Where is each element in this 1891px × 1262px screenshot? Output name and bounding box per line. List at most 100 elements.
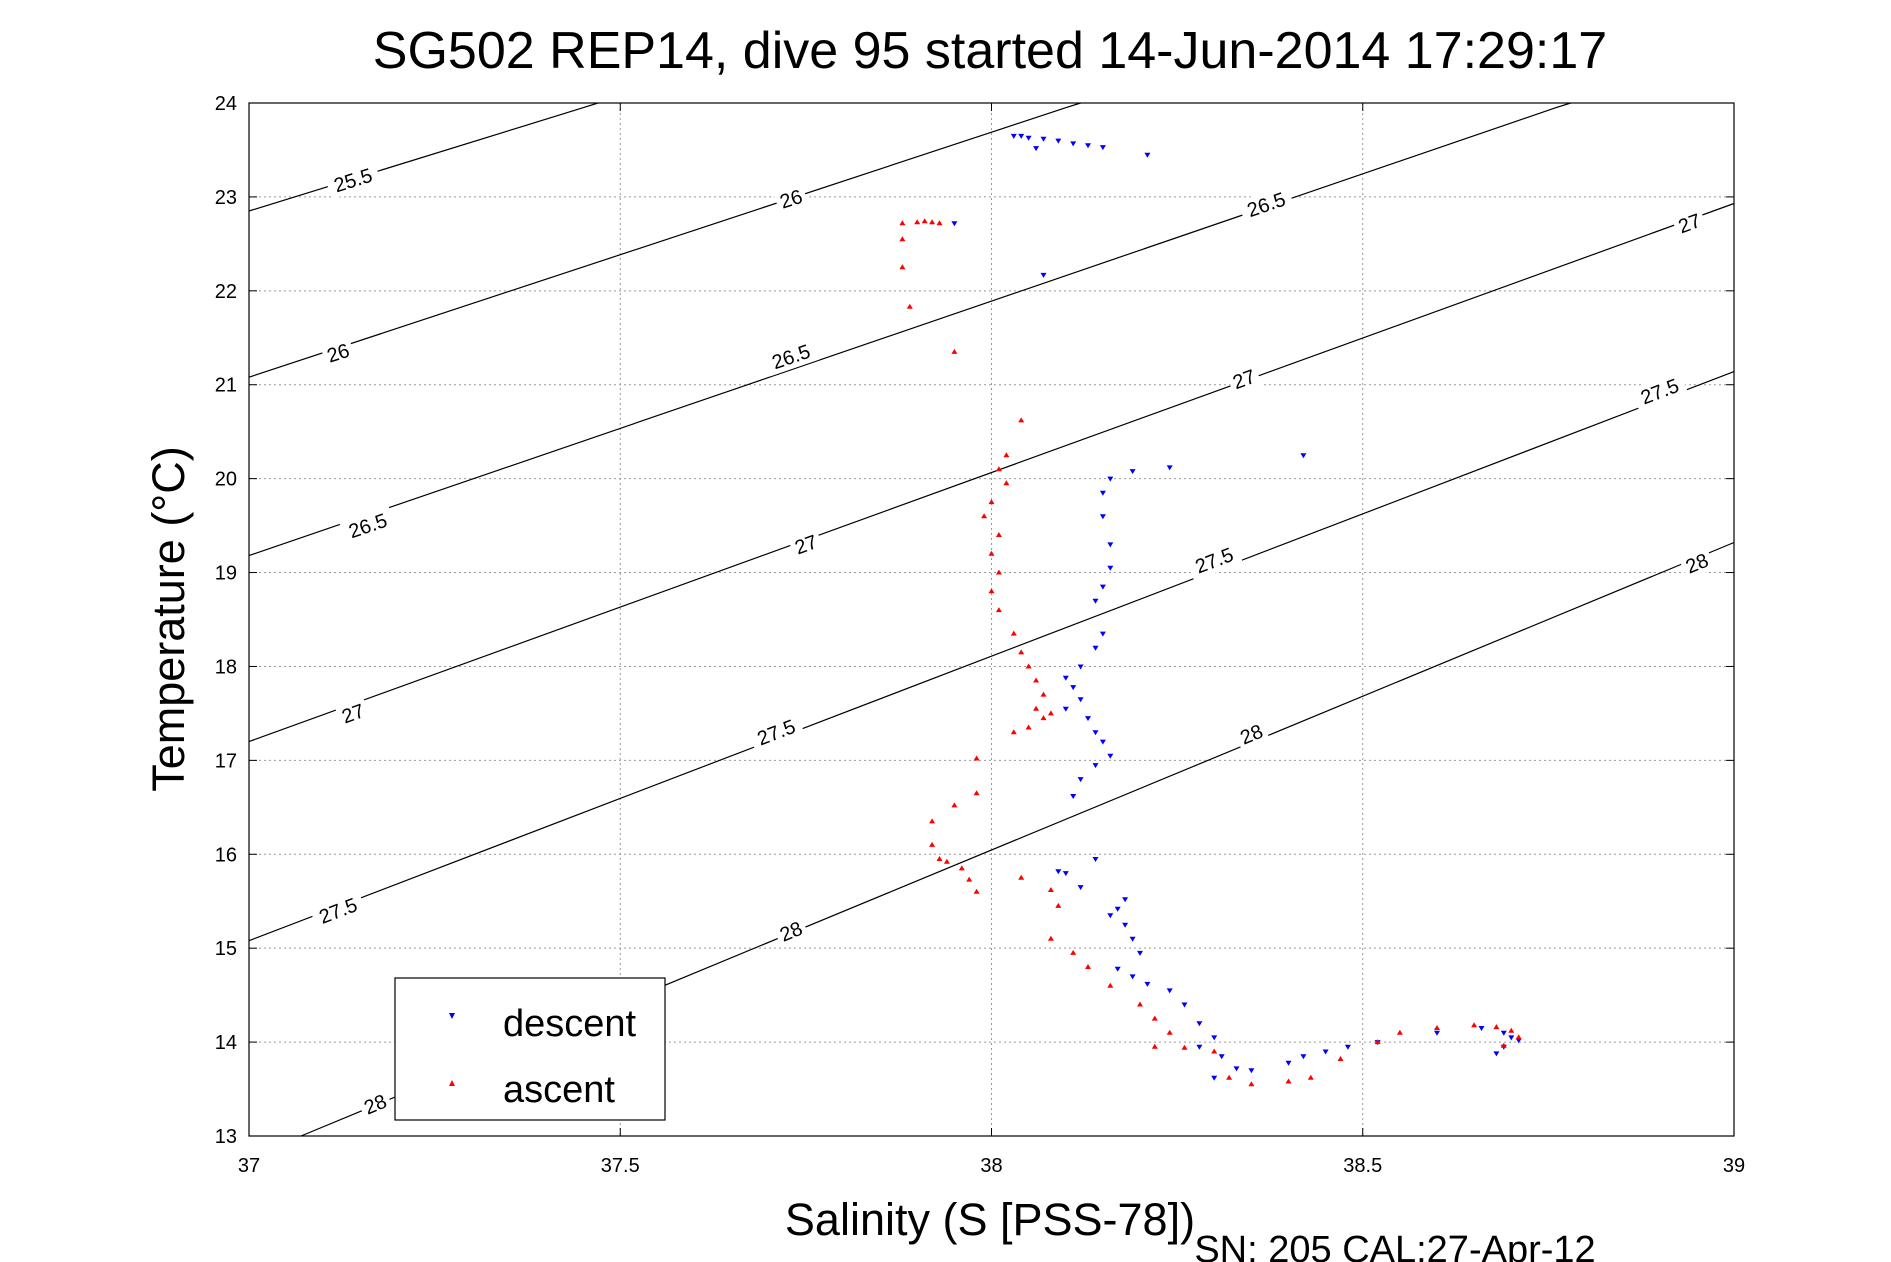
descent-point	[1077, 664, 1084, 670]
contour-label-bg	[320, 336, 357, 369]
ascent-point	[995, 569, 1002, 575]
ascent-point	[1500, 1042, 1507, 1048]
descent-point	[1500, 1030, 1507, 1036]
contour-label-group: 27.5	[1631, 370, 1689, 412]
contour-label: 27.5	[316, 894, 360, 928]
contour-label-bg	[772, 182, 810, 215]
descent-point	[1085, 716, 1091, 722]
ascent-point	[1047, 710, 1054, 716]
y-tick-label: 24	[215, 93, 237, 115]
ascent-point	[1307, 1074, 1314, 1080]
contour-label-bg	[747, 711, 805, 753]
descent-point	[1077, 885, 1084, 891]
ascent-point	[1033, 677, 1040, 683]
ascent-point	[1181, 1044, 1188, 1050]
descent-point	[1218, 1054, 1225, 1060]
ascent-point	[988, 588, 995, 594]
contour-label-bg	[1237, 184, 1295, 225]
ascent-point	[936, 220, 943, 226]
descent-point	[1196, 1044, 1203, 1050]
ascent-point	[966, 876, 973, 882]
ascent-point	[1070, 949, 1077, 955]
ascent-point	[929, 219, 936, 225]
descent-point	[1010, 133, 1017, 139]
descent-point	[1092, 645, 1099, 651]
y-axis-label: Temperature (°C)	[143, 446, 194, 792]
contour-label-group: 28	[356, 1087, 394, 1121]
descent-point	[1129, 936, 1136, 942]
ascent-point	[1515, 1034, 1522, 1040]
contour-label-group: 27	[1671, 206, 1708, 240]
ascent-point	[1018, 649, 1025, 655]
contour-label-bg	[787, 528, 825, 561]
descent-point	[1092, 857, 1099, 862]
contour-label-bg	[1225, 362, 1263, 396]
contour-label-bg	[309, 890, 367, 932]
descent-point	[1018, 133, 1025, 139]
descent-point	[1077, 697, 1084, 703]
x-axis-label: Salinity (S [PSS-78])	[785, 1194, 1195, 1245]
ascent-point	[988, 550, 995, 556]
descent-point	[1300, 1054, 1307, 1060]
contour-line	[248, 102, 1571, 557]
data-points	[899, 133, 1522, 1087]
contour-label-bg	[356, 1087, 394, 1121]
descent-point	[1248, 1068, 1255, 1074]
ascent-point	[1166, 1029, 1173, 1035]
descent-point	[1107, 753, 1114, 759]
descent-point	[1099, 514, 1106, 520]
contour-label-bg	[1232, 717, 1270, 751]
contour-label: 26.5	[346, 510, 390, 543]
ascent-point	[1151, 1043, 1158, 1049]
ascent-point	[899, 264, 906, 270]
descent-point	[1434, 1030, 1440, 1036]
descent-point	[951, 221, 958, 227]
descent-point	[1077, 777, 1084, 783]
contour-label-group: 28	[772, 914, 810, 949]
ascent-point	[1107, 982, 1114, 988]
contour-label-group: 27	[1225, 362, 1263, 396]
descent-point	[1122, 922, 1129, 928]
ascent-point	[973, 790, 980, 796]
y-tick-label: 14	[215, 1032, 237, 1054]
ascent-point	[929, 818, 936, 824]
ascent-point	[951, 802, 958, 808]
descent-point	[1062, 706, 1069, 712]
x-tick-label: 38	[980, 1155, 1002, 1177]
legend-box	[394, 977, 666, 1121]
descent-point	[1137, 950, 1143, 956]
descent-point	[1122, 897, 1129, 903]
ascent-point	[1396, 1029, 1403, 1035]
contour-label: 27.5	[1192, 544, 1236, 578]
contour-label-group: 27.5	[747, 711, 805, 753]
descent-point	[1144, 981, 1151, 987]
descent-point	[1055, 869, 1062, 875]
contour-label-group: 28	[1678, 546, 1716, 581]
ascent-point	[1285, 1078, 1292, 1084]
contour-label-group: 27	[334, 697, 372, 730]
contour-label-group: 25.5	[324, 160, 382, 200]
y-tick-label: 20	[215, 469, 237, 491]
footer-serial-cal: SN: 205 CAL:27-Apr-12	[1194, 1229, 1595, 1262]
descent-point	[1085, 143, 1091, 149]
ascent-point	[1040, 715, 1047, 721]
contour-line	[248, 102, 1081, 378]
descent-point	[1040, 272, 1047, 278]
descent-point	[1099, 490, 1106, 496]
descent-point	[1114, 966, 1121, 972]
legend-ascent-marker	[449, 1080, 455, 1086]
ascent-point	[1471, 1022, 1478, 1028]
contour-label-group: 27	[787, 528, 825, 561]
ascent-point	[899, 220, 906, 226]
ascent-point	[1025, 663, 1032, 669]
ascent-point	[1018, 874, 1025, 880]
contour-label-bg	[772, 914, 810, 949]
ascent-point	[995, 532, 1002, 537]
ascent-point	[1003, 452, 1010, 458]
ascent-point	[1137, 1001, 1143, 1007]
contour-label-bg	[339, 505, 397, 546]
descent-point	[1070, 141, 1077, 147]
ascent-point	[981, 513, 988, 519]
ascent-point	[1003, 480, 1010, 486]
descent-point	[1196, 1021, 1203, 1027]
